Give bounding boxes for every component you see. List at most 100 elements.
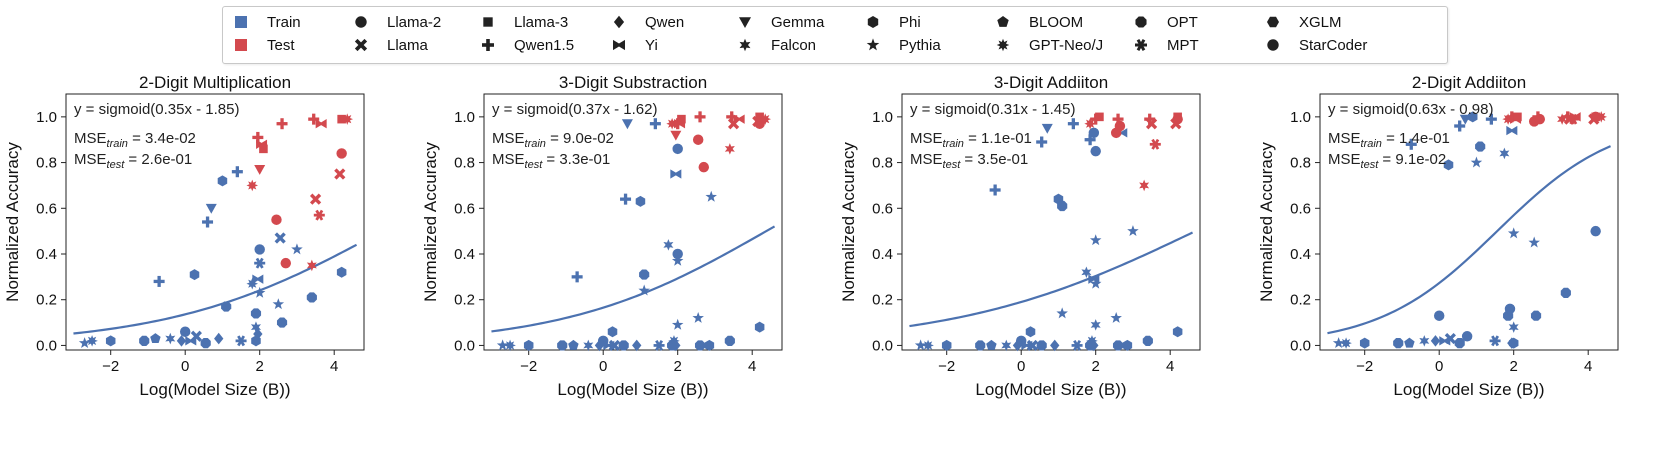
test-point: [1145, 118, 1158, 130]
train-point: [165, 332, 176, 345]
y-tick-label: 0.8: [1290, 155, 1311, 172]
legend-marker-yi: [613, 39, 625, 51]
train-point: [1485, 113, 1497, 125]
y-tick-label: 0.0: [454, 337, 475, 354]
train-point: [139, 335, 150, 346]
test-point: [276, 118, 288, 130]
y-tick-label: 1.0: [36, 109, 57, 126]
train-point: [975, 340, 986, 351]
test-point: [313, 209, 325, 221]
train-point: [989, 184, 1001, 196]
train-point: [274, 232, 286, 244]
mse-train: MSEtrain = 9.0e-02: [492, 130, 614, 150]
test-point: [254, 165, 266, 175]
subplot-3: 3-Digit Addiiton −2 0 2 4 0.0 0.2 0.4 0.6 0.8 1.0 L…: [839, 73, 1201, 399]
train-point: [276, 317, 288, 328]
legend-marker-qwen: [613, 15, 625, 29]
test-point: [341, 113, 354, 125]
y-tick-label: 1.0: [872, 109, 893, 126]
train-point: [1504, 303, 1516, 315]
fit-formula: y = sigmoid(0.31x - 1.45): [910, 101, 1076, 118]
legend-marker-xglm: [1267, 16, 1279, 28]
test-point: [1095, 112, 1104, 122]
train-point: [272, 298, 285, 310]
y-tick-label: 0.6: [872, 200, 893, 217]
train-point: [672, 143, 683, 155]
train-point: [914, 339, 927, 351]
train-point: [214, 332, 224, 345]
train-point: [176, 335, 187, 347]
legend-label: StarCoder: [1299, 37, 1367, 54]
y-tick-label: 1.0: [1290, 109, 1311, 126]
train-point: [1340, 337, 1352, 349]
fit-formula: y = sigmoid(0.63x - 0.98): [1328, 101, 1494, 118]
train-point: [694, 340, 706, 351]
charts-row: 2-Digit Multiplication −2 0 2 4 0.0 0.2 0.4 0.6 0…: [0, 70, 1660, 453]
train-point: [607, 326, 618, 338]
train-point: [1057, 200, 1068, 212]
test-point: [1513, 112, 1522, 122]
train-point: [306, 292, 317, 303]
test-point: [1114, 120, 1126, 132]
test-point: [334, 168, 346, 180]
train-point: [190, 330, 202, 342]
test-point: [1149, 138, 1161, 150]
subplot-4: 2-Digit Addiiton −2 0 2 4 0.0 0.2 0.4 0.6 0.8 1.0 L…: [1257, 73, 1619, 399]
train-point: [523, 339, 534, 351]
x-tick-label: −2: [102, 358, 119, 375]
train-point: [1590, 225, 1601, 237]
sigmoid-fit-line: [909, 231, 1194, 328]
train-point: [692, 311, 704, 323]
x-tick-label: −2: [938, 358, 955, 375]
legend-swatch-test: [235, 39, 247, 51]
x-tick-label: −2: [520, 358, 537, 375]
train-point: [336, 266, 347, 278]
train-point: [557, 340, 568, 351]
train-point: [1142, 335, 1153, 346]
test-point: [315, 119, 327, 129]
train-point: [583, 339, 594, 352]
train-point: [1036, 136, 1048, 148]
train-point: [639, 269, 650, 280]
plot-frame: [1319, 93, 1619, 351]
test-point: [1569, 112, 1581, 122]
train-point: [1001, 339, 1012, 352]
train-point: [1332, 337, 1345, 349]
train-point: [1430, 335, 1441, 347]
train-point: [1404, 337, 1415, 348]
train-point: [1050, 339, 1060, 352]
train-point: [618, 340, 629, 351]
sigmoid-fit-line: [491, 225, 776, 333]
test-point: [677, 114, 686, 124]
train-point: [671, 339, 681, 352]
x-tick-label: 4: [748, 358, 756, 375]
legend-marker-phi: [867, 16, 879, 28]
legend-marker-falcon: [739, 38, 751, 52]
train-point: [1090, 145, 1101, 157]
legend-marker-starcoder: [1267, 39, 1279, 51]
x-tick-label: 0: [181, 358, 189, 375]
test-point: [280, 257, 291, 269]
y-tick-label: 0.0: [1290, 337, 1311, 354]
train-point: [671, 254, 684, 266]
train-point: [291, 243, 303, 255]
train-point: [1089, 339, 1099, 352]
train-point: [231, 166, 243, 178]
train-point: [1089, 277, 1102, 289]
test-point: [252, 131, 264, 143]
train-point: [1506, 125, 1518, 136]
x-tick-label: 2: [256, 358, 264, 375]
fit-formula: y = sigmoid(0.35x - 1.85): [74, 101, 240, 118]
train-point: [1036, 340, 1047, 351]
legend-label: OPT: [1167, 14, 1198, 31]
legend-label: BLOOM: [1029, 14, 1083, 31]
y-axis-label: Normalized Accuracy: [839, 142, 858, 302]
charts-svg: 2-Digit Multiplication −2 0 2 4 0.0 0.2 0.4 0.6 0…: [3, 73, 1619, 399]
train-point: [202, 216, 214, 228]
y-tick-label: 0.2: [1290, 292, 1311, 309]
train-point: [1461, 331, 1473, 342]
train-point: [1112, 340, 1124, 351]
train-point: [941, 339, 952, 351]
train-point: [252, 274, 264, 284]
x-tick-label: 4: [330, 358, 338, 375]
